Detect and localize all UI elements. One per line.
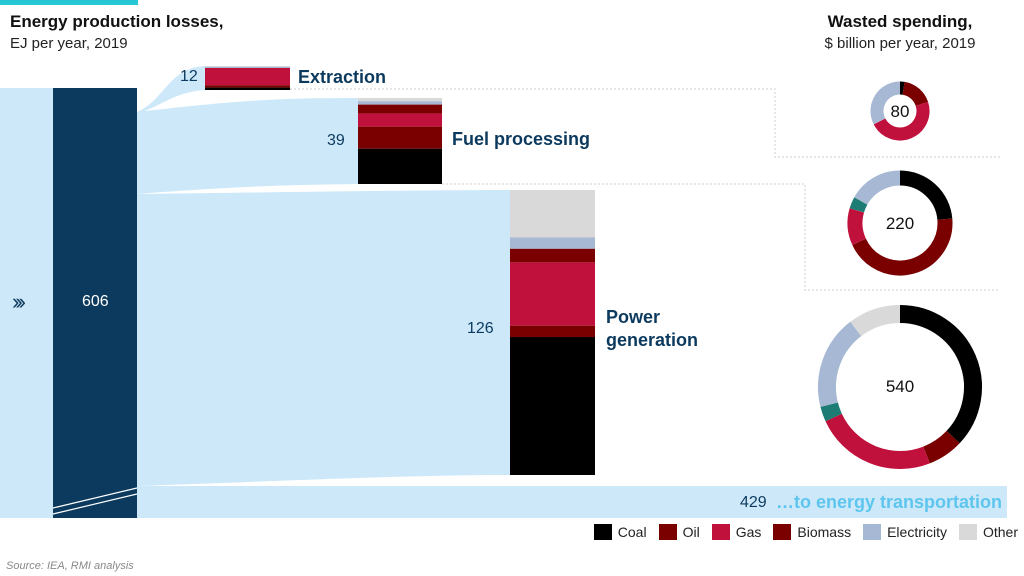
donut-hole-fuel-processing [863,186,937,260]
donut-slice-power-generation-coal [899,305,982,444]
source-note: Source: IEA, RMI analysis [6,560,134,572]
top-accent-bar [0,0,138,5]
bar-segment-extraction-coal [205,87,290,90]
power-generation-value-label: 126 [467,320,494,337]
bar-segment-extraction-biomass [205,85,290,88]
legend: Coal Oil Gas Biomass Electricity Other [582,524,1018,540]
bar-segment-power-generation-electricity [510,237,595,249]
connector-fuel-processing [442,183,1000,291]
bar-segment-fuel-processing-gas [358,113,442,127]
total-value-label: 606 [82,293,109,310]
donut-slice-fuel-processing-biomass [849,197,868,213]
bar-segment-extraction-electricity [205,66,290,68]
donut-slice-power-generation-oil [922,430,960,464]
bar-segment-fuel-processing-coal [358,148,442,184]
bar-segment-fuel-processing-oil [358,126,442,149]
axis-break-line-2 [52,493,138,515]
bar-segment-power-generation-biomass [510,325,595,338]
donut-slice-fuel-processing-gas [847,208,867,245]
donut-slice-fuel-processing-electricity [854,170,901,205]
total-bar [53,88,137,518]
legend-label-other: Other [982,524,1018,540]
flow-transport [137,486,1007,518]
legend-label-biomass: Biomass [797,524,852,540]
axis-break-line-1 [52,487,138,509]
chevrons-icon: ››› [12,289,26,314]
donut-slice-power-generation-other [850,305,901,337]
legend-item-other: Other [958,524,1018,540]
fuel-processing-label: Fuel processing [452,129,591,149]
legend-item-biomass: Biomass [773,524,851,540]
flow-fuel-processing [137,98,358,194]
bar-segment-extraction-gas [205,68,290,86]
legend-swatch-other [958,524,977,540]
power-generation-label: Power generation [606,307,699,350]
legend-label-gas: Gas [735,524,762,540]
donut-panel-title: Wasted spending, [827,12,973,31]
bar-segment-fuel-processing-electricity [358,101,442,105]
bar-segment-power-generation-other [510,190,595,238]
donut-slice-extraction-gas [873,101,930,141]
donut-hole-power-generation [836,323,964,451]
connector-extraction [290,88,1000,158]
transport-label: …to energy transportation [776,492,1003,512]
flow-extraction [137,66,205,114]
bar-segment-power-generation-oil [510,248,595,263]
extraction-value-label: 12 [180,68,198,85]
extraction-label: Extraction [298,67,387,87]
incoming-flow [0,88,53,518]
legend-item-gas: Gas [711,524,762,540]
donut-power-generation-value: 540 [885,377,915,396]
legend-swatch-biomass [773,524,792,540]
legend-item-coal: Coal [593,524,647,540]
donut-slice-fuel-processing-coal [899,170,953,221]
donut-slice-extraction-electricity [870,81,901,125]
bar-segment-power-generation-gas [510,262,595,326]
chart-subtitle: EJ per year, 2019 [10,35,128,52]
legend-label-electricity: Electricity [887,524,947,540]
fuel-processing-value-label: 39 [327,132,345,149]
donut-slice-extraction-oil [902,81,929,107]
legend-label-oil: Oil [682,524,700,540]
legend-item-electricity: Electricity [863,524,947,540]
legend-swatch-coal [593,524,612,540]
donut-slice-power-generation-gas [825,413,930,469]
legend-swatch-oil [658,524,677,540]
bar-segment-power-generation-coal [510,337,595,475]
legend-label-coal: Coal [617,524,647,540]
legend-swatch-electricity [863,524,882,540]
flow-power-generation [137,190,510,486]
donut-hole-extraction [884,95,916,127]
donut-slice-power-generation-electricity [818,321,862,407]
donut-fuel-processing-value: 220 [885,214,915,233]
donut-panel-subtitle: $ billion per year, 2019 [824,35,976,52]
bar-segment-extraction-other [205,66,290,67]
chart-title: Energy production losses, [10,12,224,31]
legend-swatch-gas [711,524,730,540]
legend-item-oil: Oil [658,524,700,540]
bar-segment-fuel-processing-biomass [358,104,442,114]
transport-value-label: 429 [740,494,767,511]
bar-segment-fuel-processing-other [358,98,442,102]
donut-extraction-value: 80 [890,102,910,121]
donut-slice-power-generation-biomass [820,402,842,422]
donut-slice-fuel-processing-oil [852,218,953,276]
